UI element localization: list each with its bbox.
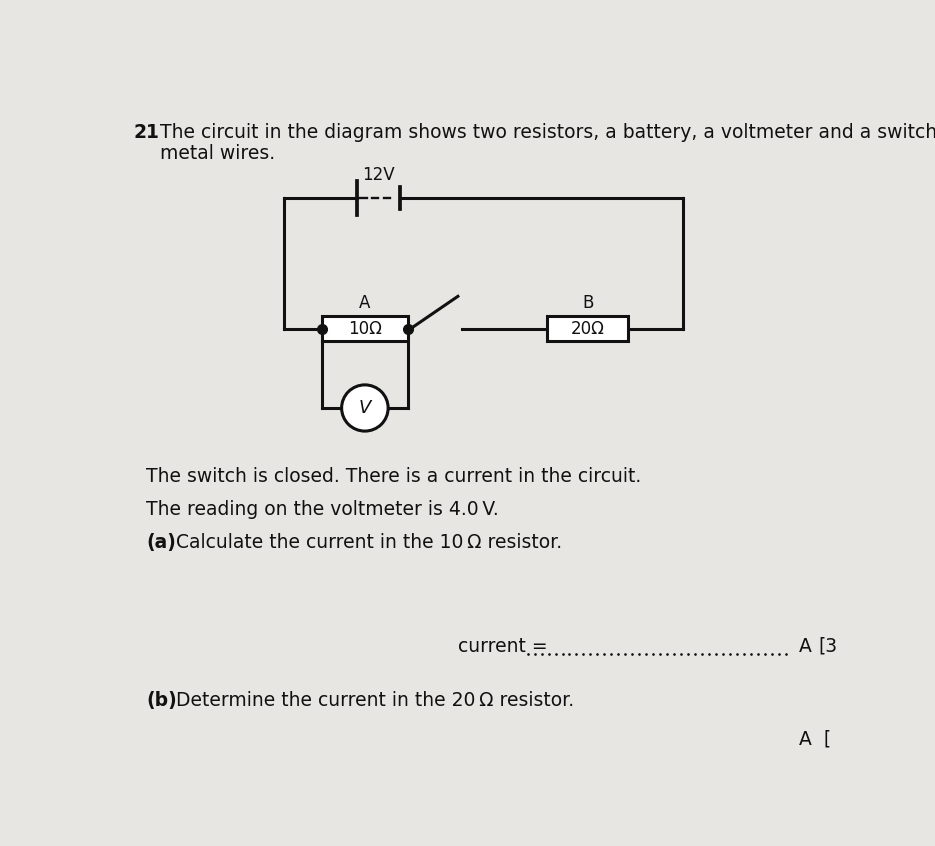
Text: Determine the current in the 20 Ω resistor.: Determine the current in the 20 Ω resist…: [176, 690, 574, 710]
Text: (a): (a): [146, 534, 176, 552]
Text: (b): (b): [146, 690, 177, 710]
Circle shape: [341, 385, 388, 431]
Text: 21: 21: [134, 123, 160, 142]
Text: 10Ω: 10Ω: [348, 320, 381, 338]
Text: V: V: [359, 399, 371, 417]
Bar: [323, 316, 408, 341]
Text: The switch is closed. There is a current in the circuit.: The switch is closed. There is a current…: [146, 467, 641, 486]
Text: A: A: [798, 637, 812, 656]
Text: Calculate the current in the 10 Ω resistor.: Calculate the current in the 10 Ω resist…: [176, 534, 562, 552]
Text: [3: [3: [818, 637, 838, 656]
Text: A  [: A [: [798, 729, 831, 749]
Text: current =: current =: [458, 637, 554, 656]
Text: B: B: [582, 294, 594, 311]
Text: The circuit in the diagram shows two resistors, a battery, a voltmeter and a swi: The circuit in the diagram shows two res…: [160, 123, 935, 142]
Bar: [547, 316, 628, 341]
Text: 20Ω: 20Ω: [570, 320, 605, 338]
Text: A: A: [359, 294, 370, 311]
Text: 12V: 12V: [362, 166, 395, 184]
Text: The reading on the voltmeter is 4.0 V.: The reading on the voltmeter is 4.0 V.: [146, 500, 499, 519]
Text: metal wires.: metal wires.: [160, 144, 275, 163]
